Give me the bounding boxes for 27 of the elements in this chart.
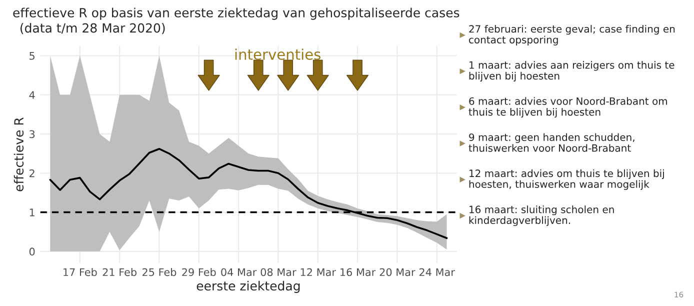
x-tick-label: 08 Mar [260,268,296,276]
x-tick-label: 21 Feb [102,268,136,276]
text: 16 maart: sluiting scholen en kinderdagverblijven. [469,205,614,226]
x-tick-label: 17 Feb [64,268,97,276]
y-tick-label: 2 [30,169,34,178]
text: 12 maart: advies om thuis te blijven bij hoesten, thuiswerken waar mogelijk [469,169,664,190]
text: 27 februari: eerste geval; case finding en contact opsporing [469,24,675,46]
x-tick-label: 25 Feb [142,268,176,276]
y-tick-label: 0 [29,248,35,256]
y-axis-title: effectieve R [14,117,24,192]
annotation: interventies [235,48,320,60]
y-tick-label: 5 [30,52,34,60]
y-tick-label: 1 [30,208,34,216]
x-tick-label: 29 Feb [182,268,216,276]
chart-title: effectieve R op basis van eerste ziektedag van gehospitaliseerde cases [13,8,460,20]
x-tick-label: 04 Mar [221,268,257,276]
text: 9 maart: geen handen schudden, thuiswerken voor Noord-Brabant [468,133,634,152]
x-axis-title: eerste ziektedag [196,280,300,293]
x-tick-label: 24 Mar [419,268,455,276]
x-tick-label: 12 Mar [300,268,336,276]
text: 1 maart: advies aan reizigers om thuis te blijven bij hoesten [469,61,674,82]
y-tick-label: 3 [30,130,35,138]
chart-subtitle: (data t/m 28 Mar 2020) [20,23,165,34]
y-tick-label: 4 [29,91,35,99]
x-tick-label: 16 Mar [340,268,376,276]
x-tick-label: 20 Mar [380,268,416,276]
text: 6 maart: advies voor Noord-Brabant om thuis te blijven bij hoesten [468,97,667,118]
